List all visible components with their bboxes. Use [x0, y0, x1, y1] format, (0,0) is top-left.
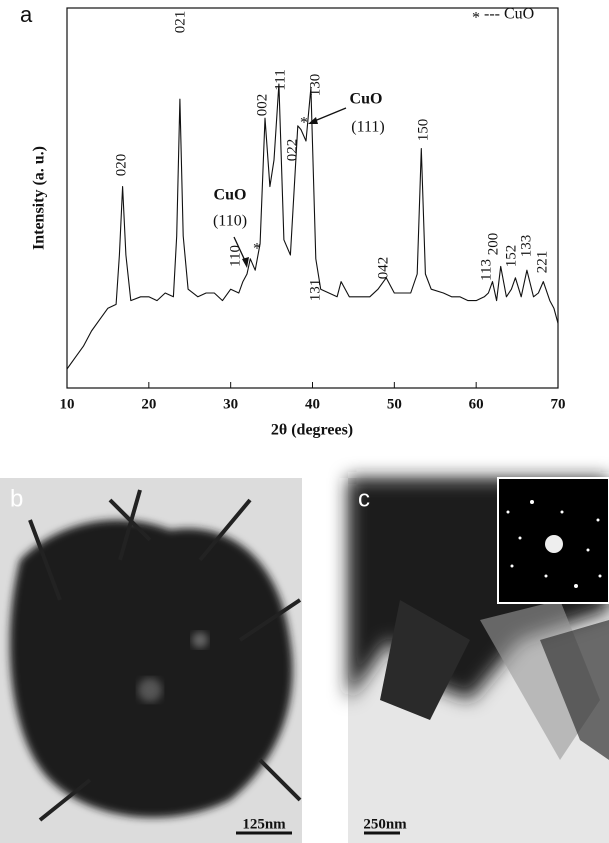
peak-label: 022 — [284, 139, 300, 162]
annotation: (111) — [351, 119, 384, 136]
needles — [28, 489, 302, 822]
y-axis-label: Intensity (a. u.) — [31, 146, 48, 250]
x-tick-label: 10 — [60, 396, 75, 412]
panel-label: c — [358, 485, 370, 512]
x-tick-label: 60 — [469, 396, 484, 412]
panel-label: b — [10, 485, 23, 512]
tem-image-c — [348, 477, 609, 843]
peak-label: 133 — [518, 235, 534, 258]
tem-image-b — [0, 478, 302, 843]
peak-label: 020 — [113, 154, 129, 177]
panel-label: a — [20, 2, 33, 27]
legend-symbol: * — [472, 10, 480, 27]
peak-label: 002 — [254, 94, 270, 117]
diffraction-spots — [506, 500, 602, 588]
x-tick-label: 30 — [223, 396, 238, 412]
x-tick-label: 70 — [551, 396, 566, 412]
peak-label: 021 — [172, 11, 188, 34]
x-tick-label: 40 — [305, 396, 320, 412]
peak-label: 130 — [307, 74, 323, 97]
scale-bar-label: 125nm — [242, 816, 286, 832]
xrd-trace — [66, 83, 559, 370]
annotation: CuO — [214, 187, 247, 204]
peak-label: 152 — [503, 245, 519, 268]
highlight — [192, 632, 208, 648]
diffraction-spot — [545, 535, 563, 553]
sheet — [540, 620, 609, 760]
sheet — [380, 600, 470, 720]
x-tick-label: 50 — [387, 396, 402, 412]
arrowhead — [242, 257, 249, 268]
asterisk: * — [300, 115, 308, 132]
peak-label: 110 — [227, 245, 243, 267]
peak-label: 113 — [478, 259, 494, 281]
peak-label: 200 — [485, 233, 501, 256]
x-tick-label: 20 — [141, 396, 156, 412]
annotation: (110) — [213, 213, 247, 230]
arrowhead — [308, 117, 318, 124]
x-axis-label: 2θ (degrees) — [271, 422, 353, 439]
peak-label: 131 — [307, 279, 323, 302]
peak-label: 221 — [534, 251, 550, 274]
highlight — [138, 678, 162, 702]
scale-bar-label: 250nm — [363, 816, 407, 832]
legend-label: --- CuO — [484, 6, 534, 23]
peak-label: 042 — [375, 257, 391, 280]
asterisk: * — [253, 241, 261, 258]
peak-label: 150 — [415, 119, 431, 142]
plot-frame — [66, 7, 559, 389]
arrow — [311, 107, 347, 123]
peak-label: 111 — [272, 69, 288, 90]
annotation: CuO — [350, 91, 383, 108]
particle-cluster — [10, 520, 293, 818]
